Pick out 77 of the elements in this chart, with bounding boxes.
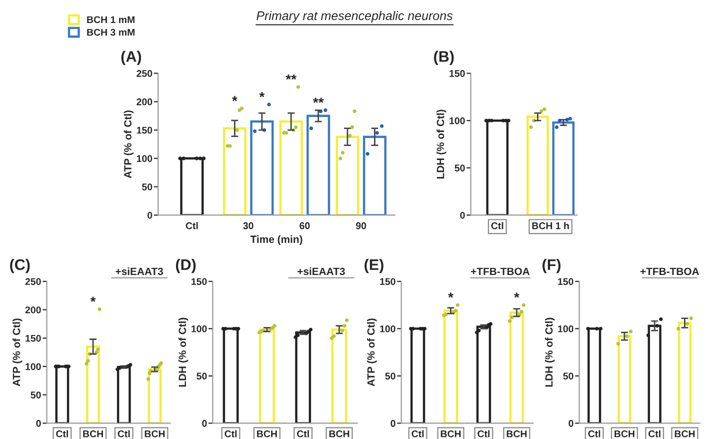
x-tick-label: BCH	[674, 430, 695, 438]
annotation: *	[232, 96, 238, 102]
x-tick-label: 60	[300, 222, 310, 230]
y-tick-label: 100	[136, 155, 152, 162]
x-tick-label: BCH 1 h	[532, 222, 569, 230]
y-axis-title: LDH (% of Ctl)	[178, 318, 188, 387]
annotation: *	[514, 292, 520, 298]
chart-subtitle: (E)	[364, 258, 384, 274]
x-tick-label: Ctl	[297, 430, 309, 438]
x-tick-label: BCH	[329, 430, 350, 438]
y-tick-label: 150	[136, 126, 152, 134]
y-tick-label: 50	[30, 392, 41, 398]
x-tick-label: BCH	[506, 430, 527, 438]
x-tick-label: Ctl	[412, 430, 424, 438]
x-tick-label: Ctl	[648, 430, 660, 438]
x-tick-label: Ctl	[186, 222, 198, 230]
x-axis-title: Time (min)	[250, 235, 302, 245]
y-tick-label: 50	[563, 372, 574, 380]
annotation: **	[286, 74, 296, 80]
chart-subtitle: (D)	[176, 258, 196, 274]
annotation: **	[312, 98, 324, 103]
y-tick-label: 0	[390, 420, 396, 427]
y-tick-label: 150	[380, 278, 396, 286]
y-tick-label: 100	[558, 325, 574, 332]
annotation: *	[259, 92, 265, 98]
x-tick-label: BCH	[144, 430, 165, 438]
y-tick-label: 250	[136, 70, 152, 77]
y-tick-label: 150	[450, 70, 465, 77]
x-tick-label: 30	[243, 222, 254, 230]
x-tick-label: BCH	[257, 430, 277, 438]
y-axis-title: ATP (% of Ctl)	[12, 318, 22, 386]
x-tick-label: Ctl	[56, 430, 68, 438]
legend-label: BCH 1 mM	[87, 16, 134, 24]
y-axis-title: LDH (% of Ctl)	[544, 318, 555, 387]
y-tick-label: 50	[196, 372, 207, 380]
x-tick-label: BCH	[83, 430, 103, 438]
y-tick-label: 0	[202, 420, 207, 427]
y-tick-label: 0	[568, 420, 574, 427]
chart-subtitle: (B)	[434, 50, 454, 65]
y-tick-label: 250	[25, 278, 41, 286]
y-tick-label: 150	[26, 334, 41, 342]
y-axis-title: ATP (% of Ctl)	[124, 110, 134, 178]
x-tick-label: 90	[356, 222, 366, 230]
annotation: *	[448, 292, 454, 298]
x-tick-label: Ctl	[588, 430, 600, 438]
y-tick-label: 100	[380, 325, 396, 332]
y-tick-label: 0	[148, 212, 152, 219]
x-tick-label: BCH	[614, 430, 634, 438]
text: +siEAAT3	[298, 267, 345, 276]
text: +siEAAT3	[116, 267, 164, 276]
x-tick-label: Ctl	[118, 430, 130, 438]
x-tick-label: Ctl	[478, 430, 490, 438]
x-tick-label: BCH	[440, 430, 461, 438]
y-tick-label: 200	[136, 98, 152, 106]
y-tick-label: 50	[454, 164, 465, 172]
y-tick-label: 200	[25, 306, 41, 314]
x-tick-label: Ctl	[224, 430, 237, 438]
y-tick-label: 50	[142, 183, 152, 190]
chart-subtitle: (F)	[542, 258, 560, 274]
y-tick-label: 0	[36, 420, 41, 427]
legend-label: BCH 3 mM	[87, 28, 134, 36]
annotation: *	[90, 296, 96, 302]
chart-title: Primary rat mesencephalic neurons	[256, 10, 453, 23]
y-axis-title: ATP (% of Ctl)	[367, 318, 377, 386]
y-tick-label: 150	[192, 278, 207, 286]
chart-subtitle: (C)	[10, 258, 30, 274]
y-tick-label: 0	[460, 212, 465, 219]
y-tick-label: 100	[26, 363, 41, 370]
x-tick-label: Ctl	[491, 222, 504, 230]
chart-subtitle: (A)	[121, 50, 142, 65]
y-tick-label: 100	[192, 325, 207, 332]
y-tick-label: 150	[558, 278, 574, 286]
y-axis-title: LDH (% of Ctl)	[436, 110, 446, 179]
text: +TFB-TBOA	[640, 268, 700, 276]
text: +TFB-TBOA	[470, 268, 530, 276]
y-tick-label: 50	[385, 372, 396, 380]
y-tick-label: 100	[450, 117, 465, 124]
